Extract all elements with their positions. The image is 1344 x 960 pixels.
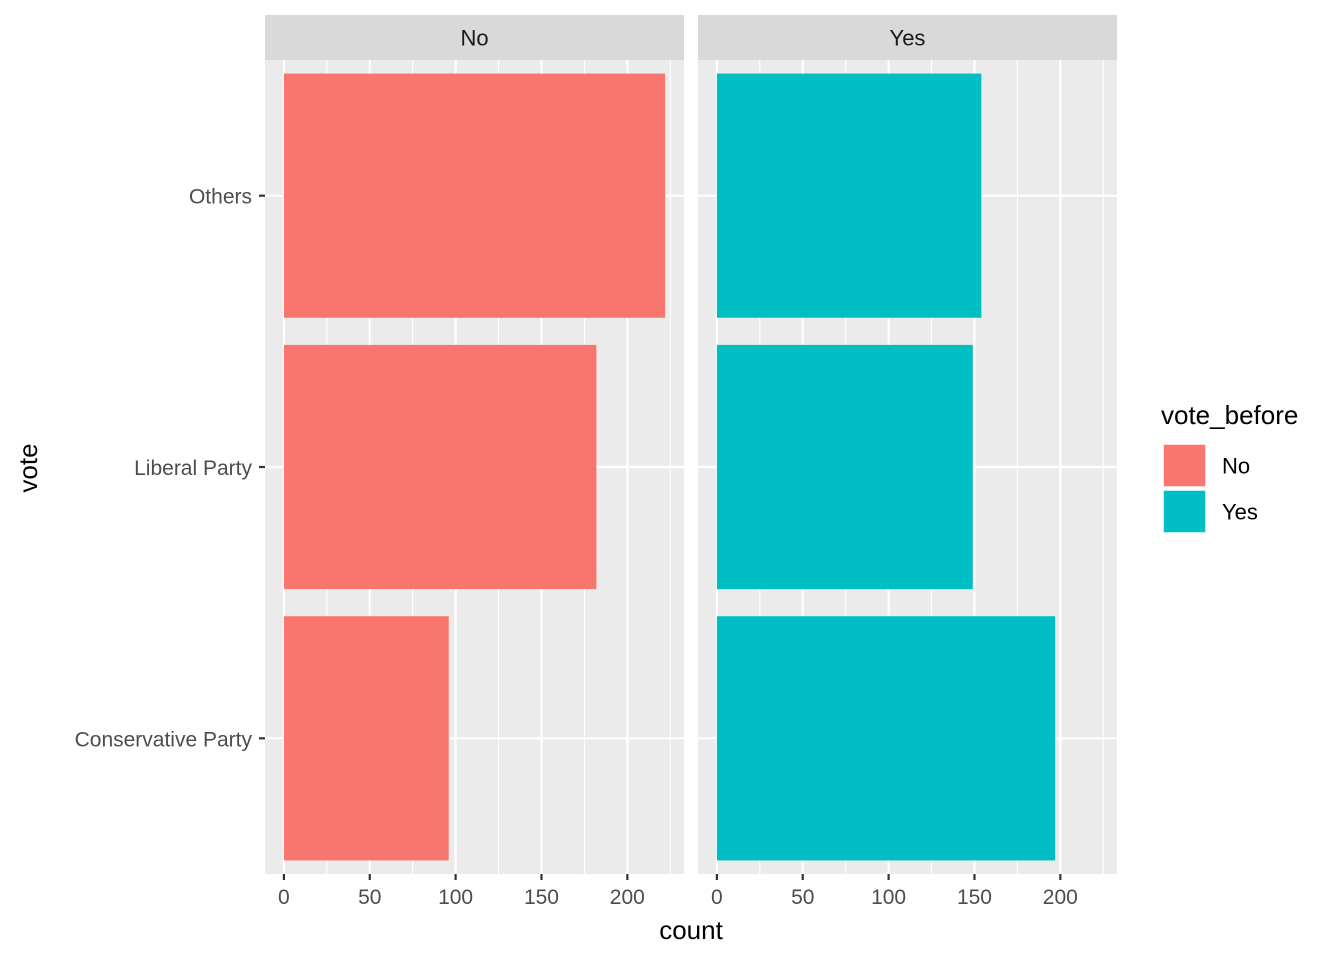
facet-strip-label: No (460, 26, 488, 51)
bar (716, 616, 1056, 861)
legend-label: No (1222, 454, 1250, 479)
x-axis-title: count (659, 915, 723, 945)
x-tick-label: 200 (610, 886, 645, 909)
y-tick-label: Conservative Party (75, 728, 253, 751)
x-tick-label: 150 (524, 886, 559, 909)
x-tick-label: 100 (438, 886, 473, 909)
y-tick-label: Liberal Party (134, 457, 252, 480)
legend-label: Yes (1222, 500, 1258, 525)
legend-title: vote_before (1161, 400, 1298, 430)
x-tick-label: 50 (358, 886, 381, 909)
bar (283, 344, 597, 590)
bar (283, 616, 449, 861)
x-tick-label: 150 (957, 886, 992, 909)
bar (716, 344, 973, 590)
x-tick-label: 200 (1043, 886, 1078, 909)
facet-panel-no: No 0 50 100 150 200 (265, 15, 684, 909)
x-tick-label: 0 (711, 886, 723, 909)
facet-panels: No 0 50 100 150 200 Yes 0 50 100 150 200 (265, 15, 1117, 909)
legend: vote_before No Yes (1161, 400, 1298, 534)
y-axis-title: vote (13, 443, 43, 492)
bar (716, 73, 982, 318)
facet-panel-yes: Yes 0 50 100 150 200 (698, 15, 1117, 909)
y-axis: Others Liberal Party Conservative Party (75, 186, 265, 751)
legend-key (1162, 489, 1207, 534)
facet-strip-label: Yes (890, 26, 926, 51)
facet-strip (265, 15, 684, 60)
legend-items: No Yes (1162, 443, 1258, 534)
bar (283, 73, 666, 318)
x-tick-label: 0 (278, 886, 290, 909)
x-tick-label: 50 (791, 886, 814, 909)
x-tick-label: 100 (871, 886, 906, 909)
facet-strip (698, 15, 1117, 60)
y-tick-label: Others (189, 186, 252, 209)
legend-key (1162, 443, 1207, 488)
